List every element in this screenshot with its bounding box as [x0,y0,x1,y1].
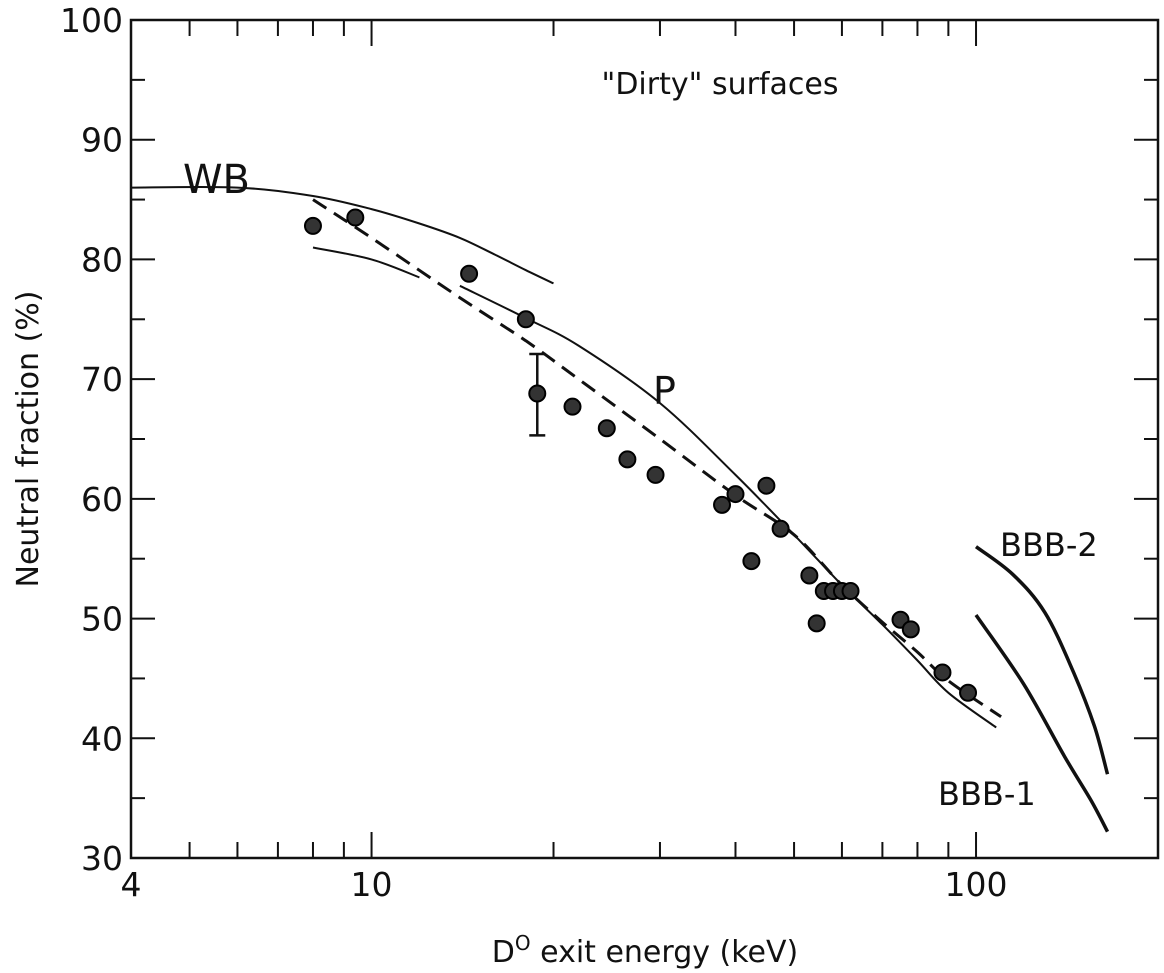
curve-label-bbb-2: BBB-2 [1000,526,1098,564]
data-point [959,683,978,702]
data-point [757,476,776,495]
data-point [841,582,860,601]
data-point [303,216,322,235]
x-axis-title-prefix: D [492,935,515,970]
y-axis-title: Neutral fraction (%) [11,291,46,588]
curve-dashed-fit [312,198,1002,718]
data-point [807,614,826,633]
data-point [528,384,547,403]
curve-labels: WB P BBB-2 BBB-1 [183,157,1098,813]
data-point [713,495,732,514]
curve-label-bbb-1: BBB-1 [938,775,1036,813]
curve-bbb-2 [974,545,1110,775]
axis-ticks [130,19,1159,859]
x-tick-label: 4 [121,865,142,904]
plot-frame [129,18,1160,860]
x-tick-labels: 4 10 100 [121,865,1008,904]
curves [130,185,1110,833]
y-tick-label: 40 [81,719,123,758]
y-tick-label: 90 [81,121,123,160]
curve-label-p: P [653,369,676,413]
curve-unlabeled-1 [312,246,420,279]
curve-label-wb: WB [183,157,250,203]
data-point [563,397,582,416]
data-point [597,419,616,438]
data-point [516,310,535,329]
x-tick-label: 100 [945,865,1008,904]
y-tick-label: 30 [81,839,123,878]
y-tick-label: 50 [81,600,123,639]
x-axis-title: DO exit energy (keV) [492,931,798,970]
data-point [771,519,790,538]
data-point [646,465,665,484]
data-point [933,663,952,682]
y-tick-label: 100 [60,1,123,40]
x-tick-label: 10 [351,865,393,904]
curve-bbb-1 [974,614,1110,833]
data-point [742,552,761,571]
data-point [460,264,479,283]
data-point [618,450,637,469]
chart-title: "Dirty" surfaces [602,67,839,102]
x-axis-title-sup: O [515,931,531,955]
y-tick-label: 60 [81,480,123,519]
y-tick-label: 70 [81,360,123,399]
x-axis-title-suffix: exit energy (keV) [531,935,799,970]
curve-wb [130,185,554,285]
data-point [346,208,365,227]
data-point [726,485,745,504]
data-point [901,620,920,639]
data-points [303,208,978,702]
y-tick-label: 80 [81,240,123,279]
data-point [800,566,819,585]
y-tick-labels: 30 40 50 60 70 80 90 100 [60,1,123,878]
